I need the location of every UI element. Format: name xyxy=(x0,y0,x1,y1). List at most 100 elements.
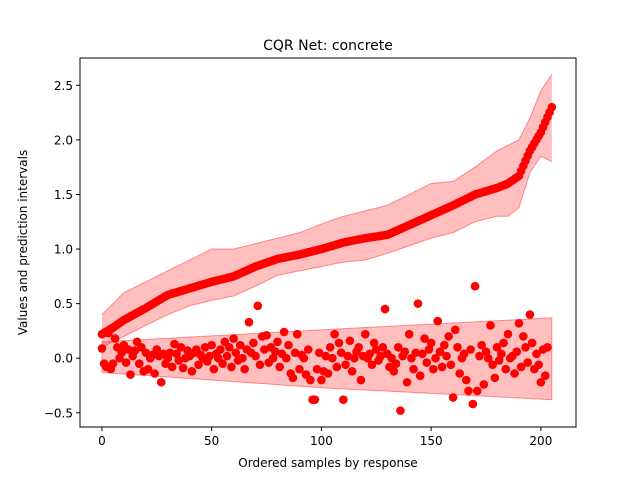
lower-data-point xyxy=(303,345,313,354)
lower-data-point xyxy=(317,375,326,385)
lower-data-point xyxy=(167,362,177,372)
lower-data-point xyxy=(361,329,370,339)
lower-data-point xyxy=(424,345,434,354)
lower-data-point xyxy=(378,343,388,352)
lower-data-point xyxy=(532,349,541,359)
lower-data-point xyxy=(108,359,118,368)
y-tick-label: 2.0 xyxy=(54,133,73,147)
lower-data-point xyxy=(273,337,282,347)
lower-data-point xyxy=(288,373,298,383)
lower-data-point xyxy=(231,348,241,358)
lower-data-point xyxy=(450,325,460,335)
lower-data-point xyxy=(514,318,524,328)
lower-data-point xyxy=(323,369,333,378)
lower-data-point xyxy=(464,386,473,396)
lower-data-point xyxy=(521,343,530,352)
lower-data-point xyxy=(459,349,469,359)
y-axis-title: Values and prediction intervals xyxy=(16,150,30,335)
lower-data-point xyxy=(486,321,495,330)
lower-data-point xyxy=(121,358,131,367)
lower-data-point xyxy=(343,351,353,361)
lower-data-point xyxy=(194,360,203,370)
lower-data-point xyxy=(209,364,219,374)
lower-data-point xyxy=(110,334,120,343)
lower-data-point xyxy=(510,369,519,378)
lower-data-point xyxy=(393,343,403,352)
lower-data-point xyxy=(429,364,438,374)
data-point-layer xyxy=(97,102,557,415)
lower-data-point xyxy=(543,343,552,352)
lower-data-point xyxy=(282,353,291,363)
lower-data-point xyxy=(306,375,315,385)
lower-data-point xyxy=(433,316,443,326)
upper-data-point xyxy=(547,102,557,112)
lower-data-point xyxy=(440,340,449,350)
lower-data-point xyxy=(437,362,447,372)
lower-data-point xyxy=(466,345,475,354)
lower-data-point xyxy=(525,310,535,319)
lower-data-point xyxy=(413,299,423,308)
x-axis-ticks: 0 50 100 150 200 xyxy=(98,427,552,448)
lower-data-point xyxy=(341,360,350,370)
lower-data-point xyxy=(409,364,418,374)
lower-data-point xyxy=(222,351,232,361)
lower-data-point xyxy=(299,353,309,363)
lower-data-point xyxy=(519,332,528,341)
lower-data-point xyxy=(380,304,390,314)
lower-data-point xyxy=(536,377,546,387)
lower-data-point xyxy=(284,340,293,350)
lower-data-point xyxy=(376,351,385,361)
x-tick-label: 50 xyxy=(204,434,219,448)
lower-data-point xyxy=(354,343,364,352)
lower-data-point xyxy=(475,351,484,361)
lower-data-point xyxy=(540,371,550,380)
lower-data-point xyxy=(396,406,405,415)
lower-data-point xyxy=(216,345,225,354)
lower-data-point xyxy=(200,343,210,352)
lower-data-point xyxy=(334,338,344,348)
lower-data-point xyxy=(479,380,489,389)
lower-data-point xyxy=(310,395,320,405)
lower-data-point xyxy=(483,353,493,363)
y-tick-label: 0.5 xyxy=(54,297,73,311)
lower-data-point xyxy=(292,329,302,339)
lower-data-point xyxy=(314,348,324,358)
lower-data-point xyxy=(455,369,464,378)
lower-data-point xyxy=(165,348,175,358)
lower-data-point xyxy=(345,336,355,346)
lower-data-point xyxy=(367,360,377,370)
lower-data-point xyxy=(336,348,346,358)
lower-data-point xyxy=(468,399,478,409)
lower-data-point xyxy=(444,332,454,341)
lower-data-point xyxy=(130,346,140,355)
lower-data-point xyxy=(523,358,533,367)
lower-data-point xyxy=(290,348,300,358)
lower-data-point xyxy=(134,359,144,368)
lower-data-point xyxy=(402,377,412,387)
lower-data-point xyxy=(492,343,502,352)
lower-data-point xyxy=(143,364,153,374)
x-tick-label: 200 xyxy=(529,434,552,448)
lower-data-point xyxy=(503,329,513,339)
plot-frame xyxy=(79,57,577,428)
lower-data-point xyxy=(470,281,480,291)
lower-data-point xyxy=(104,328,113,338)
lower-data-point xyxy=(295,364,304,374)
lower-data-point xyxy=(123,345,133,354)
lower-data-point xyxy=(371,345,381,354)
lower-data-point xyxy=(389,367,399,376)
lower-data-point xyxy=(453,343,462,352)
lower-data-point xyxy=(240,364,249,374)
lower-data-point xyxy=(174,356,184,365)
lower-data-point xyxy=(328,353,337,363)
lower-data-point xyxy=(448,393,458,402)
lower-data-point xyxy=(350,353,359,363)
lower-data-point xyxy=(527,338,537,348)
lower-data-point xyxy=(391,359,401,368)
lower-data-point xyxy=(431,353,440,363)
x-tick-label: 150 xyxy=(420,434,443,448)
lower-data-point xyxy=(271,347,280,356)
lower-data-point xyxy=(187,367,197,376)
lower-data-point xyxy=(332,362,342,372)
